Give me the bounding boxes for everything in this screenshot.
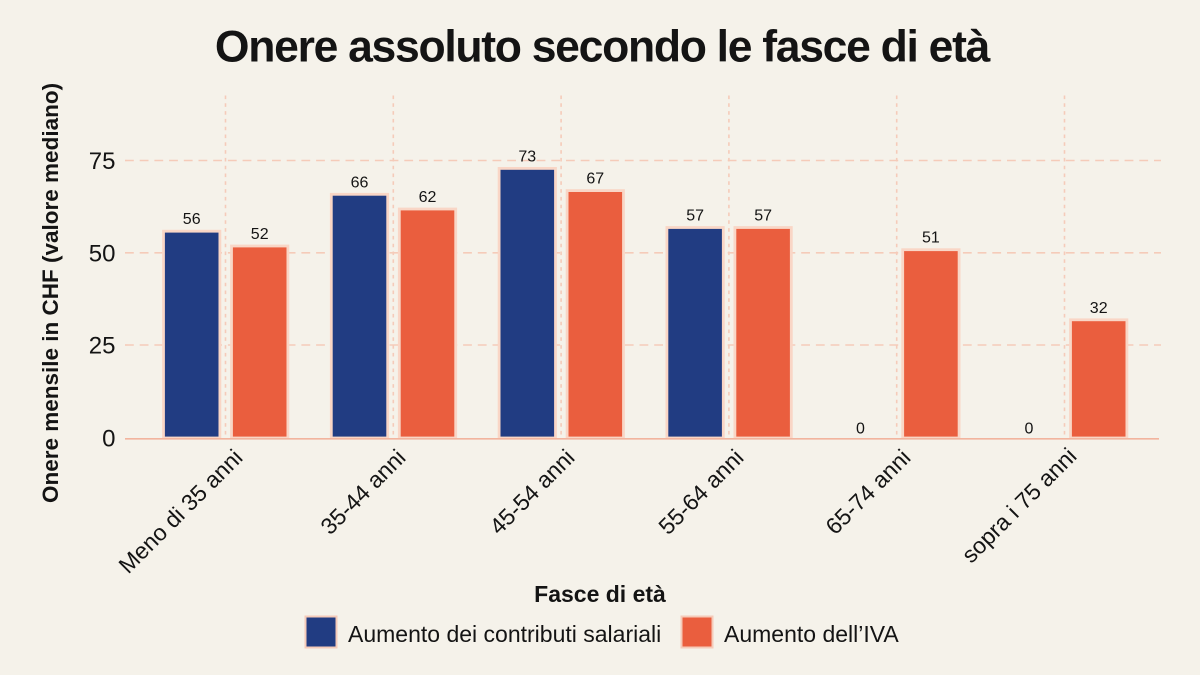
svg-text:Aumento dei contributi salaria: Aumento dei contributi salariali — [348, 621, 661, 647]
svg-text:56: 56 — [183, 211, 201, 228]
svg-text:62: 62 — [419, 189, 437, 206]
svg-text:75: 75 — [89, 148, 116, 175]
svg-text:0: 0 — [1025, 421, 1034, 438]
svg-text:67: 67 — [586, 171, 604, 188]
svg-text:52: 52 — [251, 226, 269, 243]
svg-text:57: 57 — [686, 208, 704, 225]
svg-text:0: 0 — [856, 421, 865, 438]
svg-text:0: 0 — [102, 425, 115, 452]
svg-text:51: 51 — [922, 230, 940, 247]
svg-text:25: 25 — [89, 333, 116, 360]
svg-text:73: 73 — [518, 148, 536, 165]
svg-text:Fasce di età: Fasce di età — [534, 581, 666, 607]
svg-text:Aumento dell’IVA: Aumento dell’IVA — [724, 621, 899, 647]
svg-text:50: 50 — [89, 240, 116, 267]
svg-text:Onere mensile in CHF (valore m: Onere mensile in CHF (valore mediano) — [38, 83, 63, 503]
svg-text:Onere assoluto secondo le fasc: Onere assoluto secondo le fasce di età — [215, 23, 991, 72]
svg-text:57: 57 — [754, 208, 772, 225]
svg-text:32: 32 — [1090, 300, 1108, 317]
svg-text:66: 66 — [351, 174, 369, 191]
